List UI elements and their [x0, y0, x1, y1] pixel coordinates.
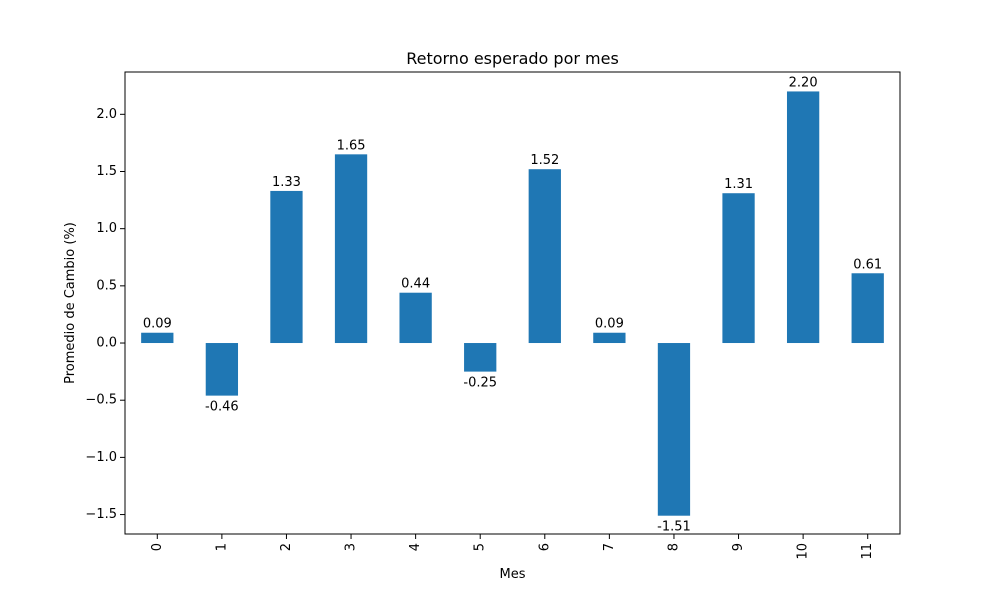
bar-3 [334, 154, 368, 344]
bar-value-label: 0.44 [401, 277, 430, 292]
bar-0 [141, 332, 174, 344]
bar-value-label: -0.25 [463, 376, 497, 391]
bar-value-label: -1.51 [657, 520, 691, 535]
bar-4 [399, 292, 432, 344]
y-tick-label: 0.5 [96, 278, 117, 293]
bar-value-label: 1.65 [337, 138, 366, 153]
bar-value-label: 2.20 [789, 75, 818, 90]
bar-5 [464, 343, 497, 372]
bar-7 [593, 332, 626, 344]
y-tick-label: −1.0 [85, 450, 117, 465]
x-tick-label: 3 [344, 543, 359, 551]
x-tick-label: 8 [666, 543, 681, 551]
bar-6 [528, 169, 561, 344]
bar-labels-group: 0.09 -0.46 1.33 1.65 0.44 -0.25 1.52 0.09 -1.51 1… [143, 75, 882, 534]
x-axis: 0 1 2 3 4 5 6 7 8 9 10 11 [150, 534, 875, 560]
y-tick-label: −0.5 [85, 393, 117, 408]
y-axis-label: Promedio de Cambio (%) [63, 222, 78, 384]
bar-11 [851, 273, 884, 344]
x-tick-label: 6 [537, 543, 552, 551]
y-tick-label: 2.0 [96, 107, 117, 122]
y-tick-label: 0.0 [96, 336, 117, 351]
x-tick-label: 10 [796, 543, 811, 560]
bar-value-label: 1.31 [724, 177, 753, 192]
x-tick-label: 1 [214, 543, 229, 551]
plot-frame [124, 71, 901, 535]
y-tick-label: 1.5 [96, 164, 117, 179]
bar-value-label: 1.33 [272, 175, 301, 190]
bar-1 [205, 343, 239, 396]
bar-8 [657, 343, 691, 516]
x-tick-label: 7 [602, 543, 617, 551]
x-tick-label: 2 [279, 543, 294, 551]
x-tick-label: 5 [473, 543, 488, 551]
bar-2 [270, 190, 303, 344]
y-tick-label: −1.5 [85, 507, 117, 522]
bar-value-label: 1.52 [530, 153, 559, 168]
x-axis-label: Mes [500, 567, 526, 582]
x-tick-label: 11 [860, 543, 875, 560]
bar-value-label: 0.61 [853, 257, 882, 272]
y-tick-label: 1.0 [96, 221, 117, 236]
bars-group [141, 91, 884, 516]
x-tick-label: 9 [731, 543, 746, 551]
bar-value-label: 0.09 [143, 317, 172, 332]
bar-value-label: 0.09 [595, 317, 624, 332]
bar-9 [722, 193, 755, 344]
x-tick-label: 0 [150, 543, 165, 551]
x-tick-label: 4 [408, 543, 423, 551]
bar-value-label: -0.46 [205, 400, 239, 415]
bar-10 [786, 91, 820, 344]
y-axis: −1.5 −1.0 −0.5 0.0 0.5 1.0 1.5 2.0 [85, 107, 125, 522]
chart-title: Retorno esperado por mes [406, 49, 619, 68]
